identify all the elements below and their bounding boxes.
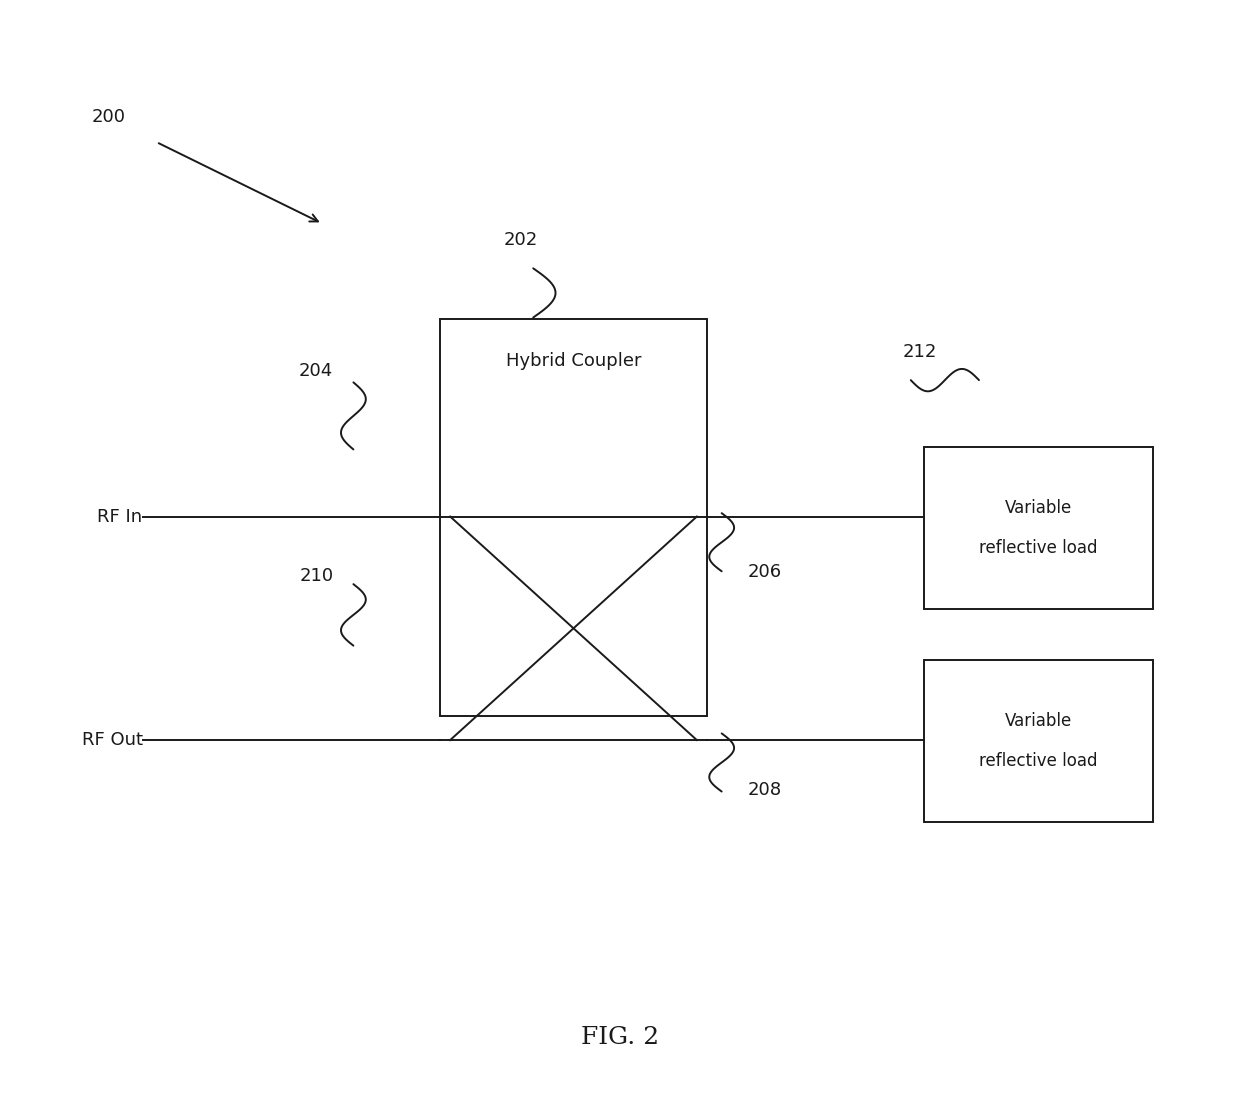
Bar <box>440 319 707 716</box>
Text: 210: 210 <box>299 567 334 585</box>
Text: Variable: Variable <box>1004 711 1073 730</box>
Text: Hybrid Coupler: Hybrid Coupler <box>506 352 641 370</box>
Bar <box>924 660 1153 822</box>
Text: 206: 206 <box>748 563 782 581</box>
Text: 204: 204 <box>299 362 334 380</box>
Text: 208: 208 <box>748 781 782 799</box>
Text: Variable: Variable <box>1004 499 1073 518</box>
Text: 200: 200 <box>92 108 126 126</box>
Bar <box>924 447 1153 609</box>
Text: reflective load: reflective load <box>980 751 1097 770</box>
Text: RF In: RF In <box>98 508 143 525</box>
Text: 212: 212 <box>903 343 937 361</box>
Text: FIG. 2: FIG. 2 <box>580 1026 660 1049</box>
Text: reflective load: reflective load <box>980 539 1097 558</box>
Text: 202: 202 <box>503 231 538 249</box>
Text: RF Out: RF Out <box>82 731 143 749</box>
